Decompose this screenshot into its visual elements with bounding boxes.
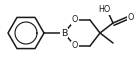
Text: HO: HO [98,6,110,15]
Text: B: B [61,28,67,38]
Text: O: O [72,15,78,25]
Text: O: O [72,41,78,50]
Text: O: O [128,12,134,22]
